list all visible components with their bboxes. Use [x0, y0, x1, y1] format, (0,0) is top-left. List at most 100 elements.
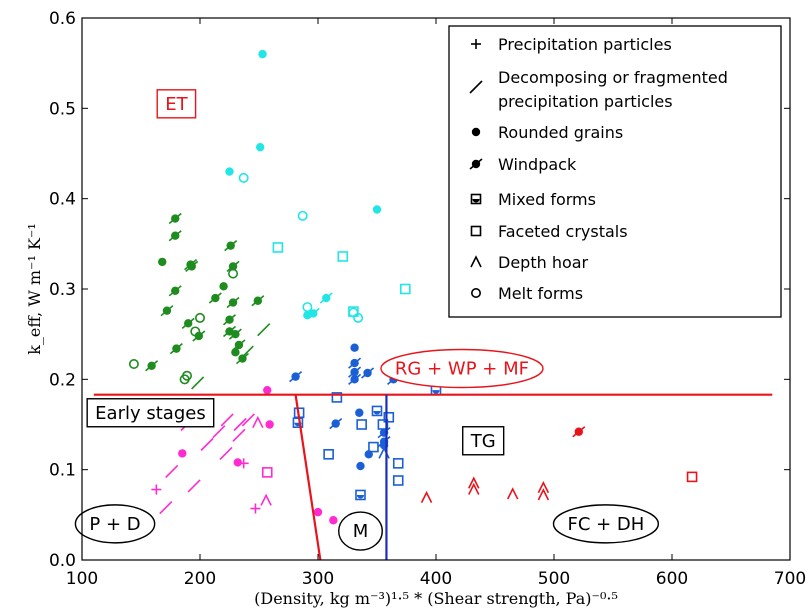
green-slash-point-1	[240, 345, 254, 359]
blue-dot-point-1	[355, 408, 364, 417]
annotation-p-d: P + D	[74, 504, 156, 544]
legend-label: Depth hoar	[498, 253, 589, 272]
cyan-dot-point-2	[225, 167, 234, 176]
data-marks	[128, 49, 698, 525]
green-dotslash-point-7	[160, 305, 174, 317]
blue-dotslash-point-2	[348, 373, 362, 385]
legend-item-square: Faceted crystals	[470, 222, 628, 241]
magenta-dot-point-2	[178, 449, 187, 458]
cyan-circle-point-1	[297, 210, 308, 221]
red-caret-point-1	[468, 476, 480, 489]
annotation-label: ET	[165, 94, 188, 115]
y-tick-label-0.5: 0.5	[49, 99, 76, 119]
legend-item-plus: Precipitation particles	[471, 35, 672, 54]
magenta-slash-point-11	[159, 501, 173, 515]
magenta-slash-point-6	[241, 413, 255, 427]
legend-label: Precipitation particles	[498, 35, 672, 54]
magenta-plus-point-1	[250, 503, 261, 514]
red-caret-point-2	[468, 482, 480, 495]
blue-halfdot-point-1	[371, 405, 383, 417]
blue-square-point-7	[392, 458, 404, 469]
magenta-slash-point-4	[220, 413, 234, 427]
green-circle-point-3	[128, 358, 139, 369]
blue-square-point-8	[392, 475, 404, 486]
x-tick-label-100: 100	[66, 569, 98, 589]
green-slash-point-0	[191, 376, 205, 390]
x-tick-label-300: 300	[302, 569, 334, 589]
legend-item-dotslash: Windpack	[469, 155, 577, 174]
magenta-caret-point-1	[260, 493, 272, 506]
cyan-dot-point-0	[258, 49, 267, 59]
y-tick-label-0.0: 0.0	[49, 551, 76, 571]
y-tick-label-0.1: 0.1	[49, 461, 76, 481]
x-axis-label: (Density, kg m⁻³)¹·⁵ * (Shear strength, …	[254, 589, 618, 608]
cyan-circle-point-0	[238, 172, 249, 183]
red-square-point-0	[686, 471, 698, 483]
blue-caret-point-0	[378, 446, 390, 459]
legend-marker-dotslash	[469, 158, 483, 170]
cyan-square-point-0	[272, 242, 284, 253]
annotation-m: M	[338, 511, 383, 551]
green-dotslash-point-6	[168, 285, 182, 297]
annotation-label: TG	[470, 431, 496, 452]
annotation-label: M	[353, 521, 369, 542]
legend-label: Melt forms	[498, 284, 583, 303]
green-dotslash-point-11	[181, 317, 195, 329]
magenta-slash-point-5	[232, 428, 246, 442]
legend-marker-caret	[470, 255, 482, 268]
red-caret-point-5	[537, 488, 550, 501]
y-tick-label-0.6: 0.6	[49, 9, 76, 29]
magenta-dot-point-4	[313, 507, 323, 517]
magenta-slash-point-2	[200, 437, 214, 451]
x-tick-label-400: 400	[420, 569, 452, 589]
legend-marker-square	[470, 225, 482, 237]
red-dotslash-point-0	[572, 426, 586, 438]
legend-item-halfdot: Mixed forms	[470, 190, 596, 209]
blue-dotslash-point-7	[377, 436, 391, 448]
cyan-circle-point-2	[302, 302, 313, 313]
legend-marker-dot	[471, 127, 481, 137]
red-caret-point-0	[420, 490, 433, 504]
x-tick-label-200: 200	[184, 569, 216, 589]
green-dotslash-point-1	[168, 230, 182, 242]
blue-dot-point-3	[356, 461, 365, 471]
green-dotslash-point-0	[168, 212, 182, 225]
green-dot-point-2	[231, 348, 240, 357]
x-tick-label-600: 600	[656, 569, 688, 589]
cyan-dotslash-point-0	[319, 292, 333, 304]
green-dotslash-point-12	[222, 314, 237, 326]
green-dotslash-point-10	[251, 295, 265, 307]
green-dotslash-point-19	[145, 360, 159, 372]
annotation-et: ET	[156, 89, 197, 119]
green-circle-point-1	[195, 312, 206, 323]
blue-halfdot-point-3	[355, 489, 366, 501]
magenta-slash-point-8	[233, 417, 247, 432]
magenta-slash-point-7	[219, 446, 233, 460]
legend: Precipitation particles Decomposing or fr…	[448, 25, 782, 318]
annotation-label: FC + DH	[567, 514, 644, 535]
legend-marker-plus	[471, 39, 481, 49]
green-circle-point-2	[190, 326, 201, 337]
legend-marker-halfdot	[470, 193, 482, 205]
region-annotations: ET RG + WP + MF Early stages TG P + D M FC + D…	[74, 89, 660, 551]
legend-label: Windpack	[498, 155, 577, 174]
blue-dotslash-point-5	[289, 371, 303, 383]
green-dotslash-point-15	[222, 325, 237, 338]
x-tick-label-700: 700	[774, 569, 806, 589]
legend-label: Mixed forms	[498, 190, 596, 209]
boundary-lines	[93, 393, 773, 561]
magenta-caret-point-0	[252, 415, 264, 429]
green-circle-point-5	[179, 374, 190, 385]
blue-square-point-2	[383, 411, 395, 423]
magenta-dot-point-5	[329, 516, 338, 525]
blue-dotslash-point-3	[361, 367, 375, 379]
annotation-label: Early stages	[95, 403, 206, 424]
green-dotslash-point-3	[185, 260, 199, 273]
blue-square-point-5	[368, 441, 379, 453]
x-tick-label-500: 500	[538, 569, 570, 589]
legend-label: Rounded grains	[498, 123, 623, 142]
legend-label-line2: precipitation particles	[498, 92, 673, 111]
magenta-plus-point-2	[238, 458, 249, 469]
blue-dot-point-0	[350, 343, 359, 352]
green-dotslash-point-9	[226, 296, 240, 309]
